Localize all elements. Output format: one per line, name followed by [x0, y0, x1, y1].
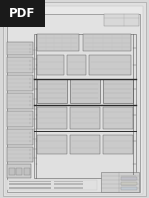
Bar — [83, 34, 131, 51]
Bar — [70, 135, 100, 154]
Bar — [54, 187, 83, 188]
Bar — [9, 187, 51, 188]
Bar — [7, 111, 33, 127]
Bar — [37, 34, 79, 51]
Bar — [37, 107, 67, 129]
Bar — [54, 181, 83, 182]
Bar — [54, 183, 83, 184]
Bar — [70, 79, 100, 103]
Bar — [9, 184, 51, 185]
Bar — [7, 129, 33, 145]
Bar — [9, 168, 15, 175]
Bar — [7, 42, 33, 55]
Bar — [103, 107, 133, 129]
Bar — [37, 79, 67, 103]
Bar — [103, 135, 133, 154]
Text: PDF: PDF — [9, 7, 35, 20]
Bar — [37, 55, 64, 75]
Bar — [121, 179, 136, 181]
Bar — [7, 14, 140, 192]
Bar — [54, 188, 83, 189]
Bar — [0, 0, 45, 27]
Bar — [121, 187, 137, 190]
Bar — [121, 188, 136, 190]
Bar — [54, 184, 83, 185]
Bar — [7, 147, 33, 162]
Bar — [24, 168, 30, 175]
Bar — [7, 57, 33, 73]
Bar — [101, 172, 139, 192]
Bar — [70, 107, 100, 129]
Bar — [67, 55, 86, 75]
Bar — [7, 164, 31, 178]
Bar — [7, 180, 97, 190]
Bar — [9, 181, 51, 182]
Bar — [103, 79, 133, 103]
Bar — [104, 14, 139, 26]
Bar — [89, 55, 131, 75]
Bar — [121, 182, 137, 185]
Bar — [9, 183, 51, 184]
Bar — [16, 168, 22, 175]
Bar — [37, 135, 67, 154]
Bar — [7, 93, 33, 109]
Bar — [121, 183, 136, 186]
Bar — [9, 188, 51, 189]
Bar — [121, 177, 137, 180]
Bar — [34, 34, 136, 178]
Bar — [121, 175, 136, 177]
Bar — [7, 75, 33, 91]
